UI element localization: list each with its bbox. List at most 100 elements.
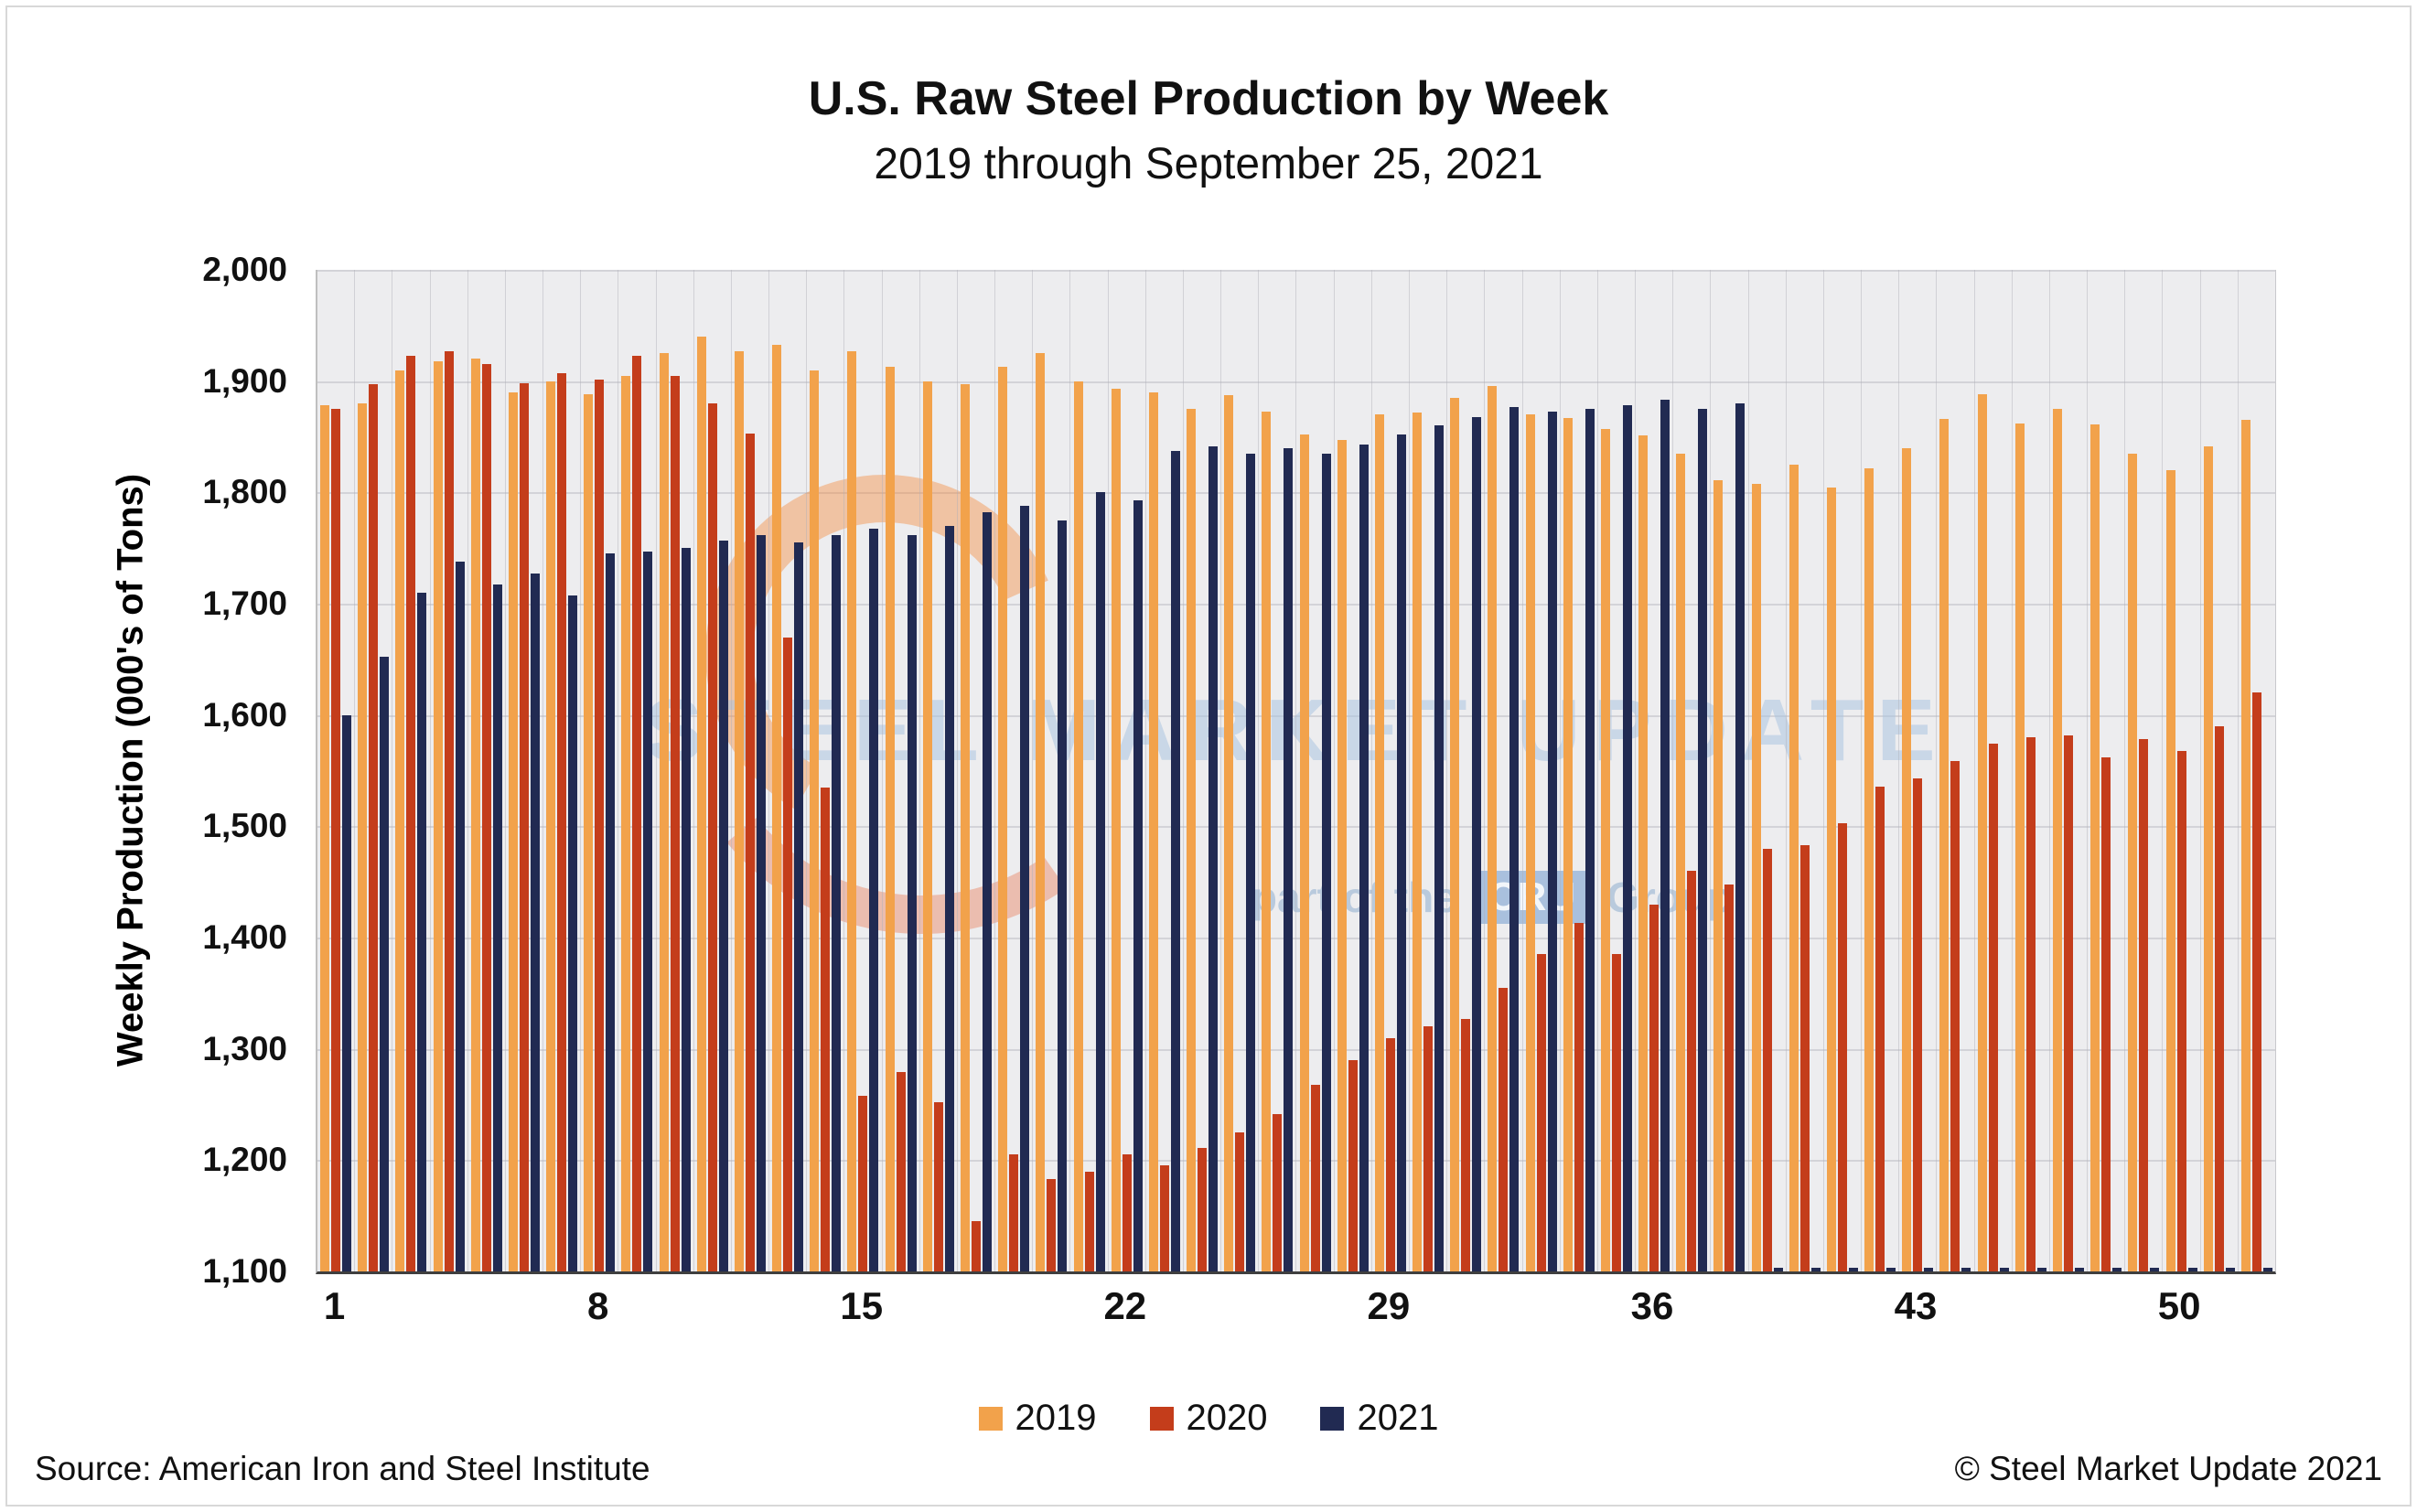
bar-group-week-3 xyxy=(392,270,429,1271)
x-tick-label: 36 xyxy=(1630,1284,1674,1327)
bar-2019 xyxy=(922,381,932,1271)
bar-group-week-33 xyxy=(1521,270,1560,1271)
bar-2019 xyxy=(2052,409,2062,1271)
y-axis-ticks: 1,100 1,200 1,300 1,400 1,500 1,600 1,700 1,800… xyxy=(0,251,302,1290)
bar-2020 xyxy=(1273,1114,1283,1271)
bar-2021 xyxy=(1622,405,1632,1271)
bar-2019 xyxy=(320,405,330,1271)
bar-2021 xyxy=(1810,1268,1821,1271)
bar-2021 xyxy=(1359,445,1369,1271)
bar-2019 xyxy=(2240,420,2250,1271)
y-tick-label: 1,800 xyxy=(202,473,287,511)
bar-group-week-12 xyxy=(730,270,768,1271)
bar-2020 xyxy=(1461,1018,1471,1271)
legend-swatch-2021 xyxy=(1320,1406,1345,1431)
y-tick-label: 1,200 xyxy=(202,1141,287,1179)
bar-2019 xyxy=(1939,419,1950,1271)
gridline xyxy=(317,270,2275,272)
bar-2021 xyxy=(1547,411,1557,1271)
bar-2020 xyxy=(1536,954,1546,1271)
bar-2021 xyxy=(2112,1268,2122,1271)
bar-2019 xyxy=(1826,488,1836,1271)
bar-2021 xyxy=(1058,520,1068,1271)
bar-2020 xyxy=(707,403,717,1271)
bar-2020 xyxy=(1649,904,1660,1271)
x-axis-ticks: 1 8 15 22 29 36 43 50 xyxy=(316,1284,2273,1348)
legend-item-2021: 2021 xyxy=(1320,1398,1438,1439)
bar-2019 xyxy=(1563,417,1573,1271)
source-note: Source: American Iron and Steel Institut… xyxy=(35,1450,650,1487)
bar-2020 xyxy=(1611,954,1621,1271)
x-tick-label: 43 xyxy=(1894,1284,1938,1327)
bar-group-week-29 xyxy=(1370,270,1409,1271)
bar-2021 xyxy=(1321,453,1331,1271)
bar-2019 xyxy=(1299,434,1309,1271)
gridline xyxy=(317,826,2275,829)
bar-2021 xyxy=(2074,1268,2084,1271)
bar-2021 xyxy=(1208,446,1219,1271)
bar-2021 xyxy=(756,534,766,1271)
bar-2020 xyxy=(1913,778,1923,1271)
bar-2021 xyxy=(794,542,804,1271)
bar-group-week-38 xyxy=(1710,270,1747,1271)
bar-2019 xyxy=(395,370,405,1271)
bar-group-week-22 xyxy=(1107,270,1145,1271)
gridline xyxy=(317,1048,2275,1051)
bar-2020 xyxy=(1084,1171,1094,1271)
bar-group-week-15 xyxy=(843,270,881,1271)
bar-2020 xyxy=(1159,1165,1169,1271)
legend-swatch-2020 xyxy=(1149,1406,1174,1431)
bar-group-week-18 xyxy=(956,270,994,1271)
bar-2021 xyxy=(869,529,879,1271)
gridline xyxy=(317,604,2275,606)
x-tick-label: 8 xyxy=(586,1284,609,1327)
bar-2020 xyxy=(1574,923,1584,1271)
bar-group-week-40 xyxy=(1785,270,1823,1271)
bar-group-week-45 xyxy=(1973,270,2012,1271)
bar-2020 xyxy=(1198,1147,1208,1271)
gridline xyxy=(317,492,2275,495)
bar-2021 xyxy=(2150,1268,2160,1271)
bar-2021 xyxy=(1472,416,1482,1271)
bar-2020 xyxy=(783,637,793,1271)
bar-2021 xyxy=(2187,1268,2197,1271)
bar-2020 xyxy=(1687,871,1697,1271)
bar-2019 xyxy=(1036,353,1046,1271)
bar-2021 xyxy=(568,595,578,1271)
bar-2021 xyxy=(1999,1268,2009,1271)
bar-group-week-8 xyxy=(580,270,618,1271)
bar-2020 xyxy=(519,383,529,1271)
bar-2021 xyxy=(417,592,427,1271)
bar-2021 xyxy=(907,534,917,1271)
bar-2019 xyxy=(2128,453,2138,1271)
bar-2021 xyxy=(1246,453,1256,1271)
bar-2020 xyxy=(2025,737,2036,1271)
legend-item-2020: 2020 xyxy=(1149,1398,1267,1439)
bar-2019 xyxy=(433,360,443,1271)
bar-group-week-1 xyxy=(317,270,354,1271)
bar-2019 xyxy=(1864,467,1875,1271)
bar-2021 xyxy=(1509,406,1520,1271)
y-tick-label: 1,100 xyxy=(202,1252,287,1290)
bar-2021 xyxy=(606,553,616,1271)
gridline xyxy=(317,1160,2275,1163)
bar-2020 xyxy=(1762,848,1772,1271)
bar-2021 xyxy=(944,525,954,1271)
bar-2019 xyxy=(2165,470,2175,1271)
bar-2020 xyxy=(1009,1154,1019,1271)
bar-2020 xyxy=(1385,1037,1395,1271)
bar-2021 xyxy=(1584,409,1595,1271)
bar-2021 xyxy=(1434,425,1445,1271)
bar-2019 xyxy=(546,381,556,1271)
bar-2020 xyxy=(444,350,454,1271)
bar-2019 xyxy=(1600,428,1610,1271)
bar-2021 xyxy=(2262,1268,2272,1271)
y-tick-label: 1,400 xyxy=(202,918,287,956)
bar-2020 xyxy=(2214,725,2224,1271)
bar-group-week-48 xyxy=(2087,270,2124,1271)
x-tick-label: 1 xyxy=(323,1284,346,1327)
bar-2019 xyxy=(1751,483,1761,1271)
bar-2019 xyxy=(1638,435,1649,1271)
bar-2019 xyxy=(885,366,895,1271)
